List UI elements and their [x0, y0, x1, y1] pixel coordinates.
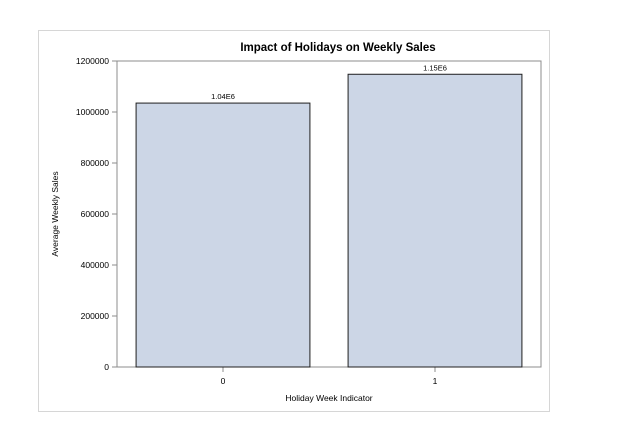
y-axis-label: Average Weekly Sales: [50, 171, 60, 256]
data-labels: 1.04E6 1.15E6: [211, 63, 447, 101]
y-tick-label: 0: [104, 362, 109, 372]
y-tick-label: 800000: [81, 158, 110, 168]
bar-1: [347, 73, 523, 368]
y-tick-label: 1200000: [76, 56, 109, 66]
x-axis-label: Holiday Week Indicator: [285, 393, 372, 403]
data-label: 1.04E6: [211, 92, 235, 101]
chart-title: Impact of Holidays on Weekly Sales: [240, 42, 435, 54]
y-axis: 0 200000 400000 600000 800000 1000000 1200000: [76, 56, 117, 372]
y-tick-label: 200000: [81, 311, 110, 321]
bars: [135, 73, 523, 368]
y-tick-label: 400000: [81, 260, 110, 270]
data-label: 1.15E6: [423, 63, 447, 72]
x-tick-label: 0: [221, 376, 226, 386]
y-tick-label: 600000: [81, 209, 110, 219]
x-tick-label: 1: [433, 376, 438, 386]
y-tick-label: 1000000: [76, 107, 109, 117]
bar-0: [135, 102, 311, 368]
